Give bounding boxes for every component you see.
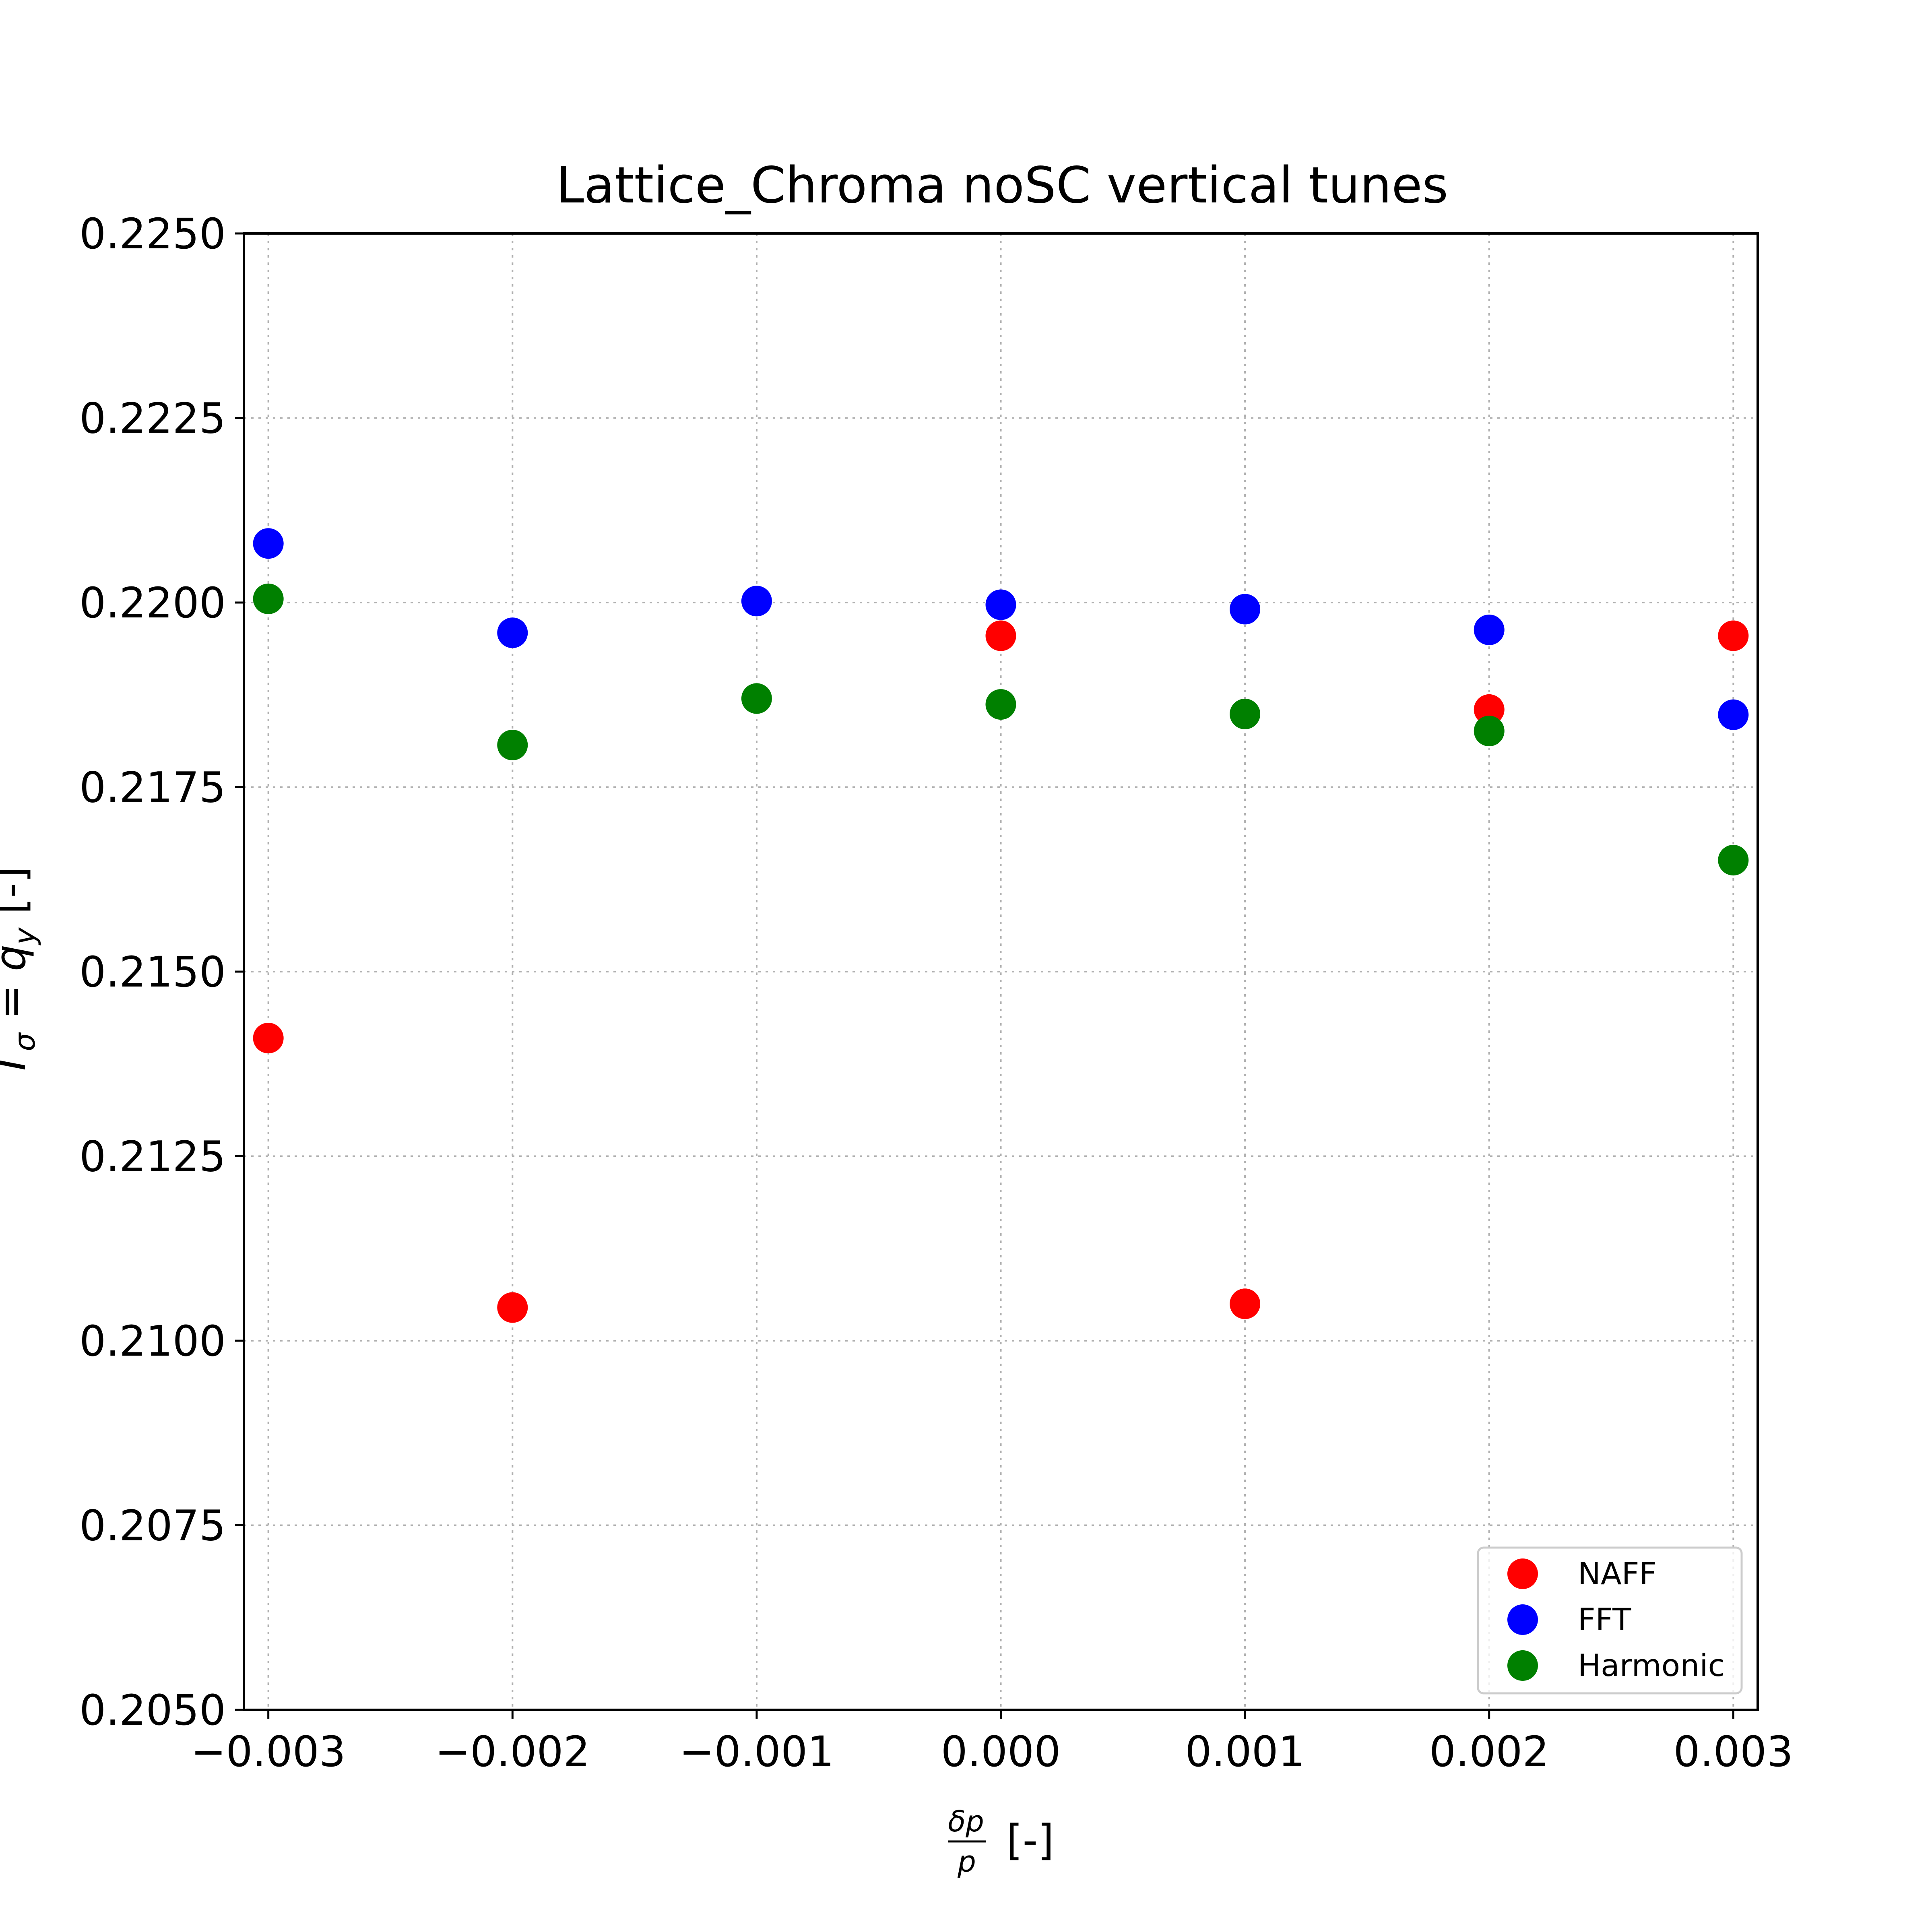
- point-harmonic: [985, 689, 1016, 720]
- y-axis-ticks: 0.2050 0.2075 0.2100 0.2125 0.2150 0.2175 0.22…: [79, 209, 244, 1735]
- point-harmonic: [1230, 698, 1261, 729]
- y-axis-label-symbol-subscript: σ: [8, 1032, 41, 1051]
- legend-entry-fft: FFT: [1507, 1602, 1631, 1637]
- point-naff: [1474, 694, 1505, 725]
- point-fft: [497, 617, 528, 648]
- y-tick-label: 0.2175: [79, 763, 226, 812]
- y-axis-label-symbol: T: [0, 1048, 35, 1077]
- y-axis-label-q: q: [0, 945, 35, 971]
- x-tick-label: 0.000: [941, 1727, 1061, 1776]
- point-naff: [253, 1023, 284, 1054]
- legend-label-naff: NAFF: [1578, 1556, 1657, 1591]
- x-axis-ticks: −0.003 −0.002 −0.001 0.000 0.001 0.002 0.003: [191, 1710, 1793, 1776]
- point-fft: [253, 528, 284, 559]
- y-axis-label: Tσ = qy [-]: [0, 867, 41, 1077]
- x-tick-label: −0.003: [191, 1727, 346, 1776]
- point-fft: [985, 589, 1016, 620]
- point-harmonic: [1474, 716, 1505, 747]
- point-fft: [1474, 614, 1505, 645]
- point-naff: [985, 620, 1016, 651]
- x-axis-label-numerator: δp: [948, 1804, 984, 1838]
- x-axis-label-denominator: p: [957, 1845, 976, 1878]
- x-tick-label: 0.001: [1185, 1727, 1305, 1776]
- y-tick-label: 0.2050: [79, 1686, 226, 1735]
- data-points: [253, 528, 1749, 1323]
- legend-marker-harmonic: [1507, 1650, 1538, 1681]
- legend-marker-fft: [1507, 1604, 1538, 1635]
- point-naff: [497, 1292, 528, 1323]
- point-harmonic: [253, 583, 284, 614]
- x-axis-label-unit: [-]: [1006, 1816, 1054, 1865]
- legend-entry-harmonic: Harmonic: [1507, 1647, 1725, 1683]
- legend-label-fft: FFT: [1578, 1602, 1631, 1637]
- y-axis-label-equals: =: [0, 971, 35, 1033]
- y-tick-label: 0.2100: [79, 1317, 226, 1366]
- legend-label-harmonic: Harmonic: [1578, 1647, 1725, 1683]
- x-tick-label: −0.002: [435, 1727, 590, 1776]
- y-axis-label-q-subscript: y: [8, 927, 41, 945]
- point-harmonic: [741, 683, 772, 714]
- y-axis-label-unit: [-]: [0, 867, 35, 928]
- legend-marker-naff: [1507, 1558, 1538, 1589]
- x-tick-label: 0.002: [1429, 1727, 1549, 1776]
- point-harmonic: [1718, 845, 1749, 876]
- y-tick-label: 0.2200: [79, 578, 226, 627]
- y-tick-label: 0.2250: [79, 209, 226, 258]
- y-tick-label: 0.2150: [79, 947, 226, 997]
- legend-entry-naff: NAFF: [1507, 1556, 1657, 1591]
- x-axis-label: δp p [-]: [948, 1804, 1054, 1878]
- x-tick-label: −0.001: [679, 1727, 834, 1776]
- chart-title: Lattice_Chroma noSC vertical tunes: [556, 157, 1448, 215]
- y-tick-label: 0.2225: [79, 394, 226, 443]
- point-naff: [1230, 1288, 1261, 1319]
- point-naff: [1718, 620, 1749, 651]
- point-harmonic: [497, 729, 528, 760]
- y-tick-label: 0.2075: [79, 1501, 226, 1550]
- y-tick-label: 0.2125: [79, 1132, 226, 1181]
- point-fft: [741, 586, 772, 617]
- legend: NAFF FFT Harmonic: [1477, 1546, 1743, 1695]
- point-fft: [1230, 594, 1261, 625]
- legend-box: [1477, 1546, 1743, 1695]
- x-tick-label: 0.003: [1673, 1727, 1793, 1776]
- point-fft: [1718, 699, 1749, 730]
